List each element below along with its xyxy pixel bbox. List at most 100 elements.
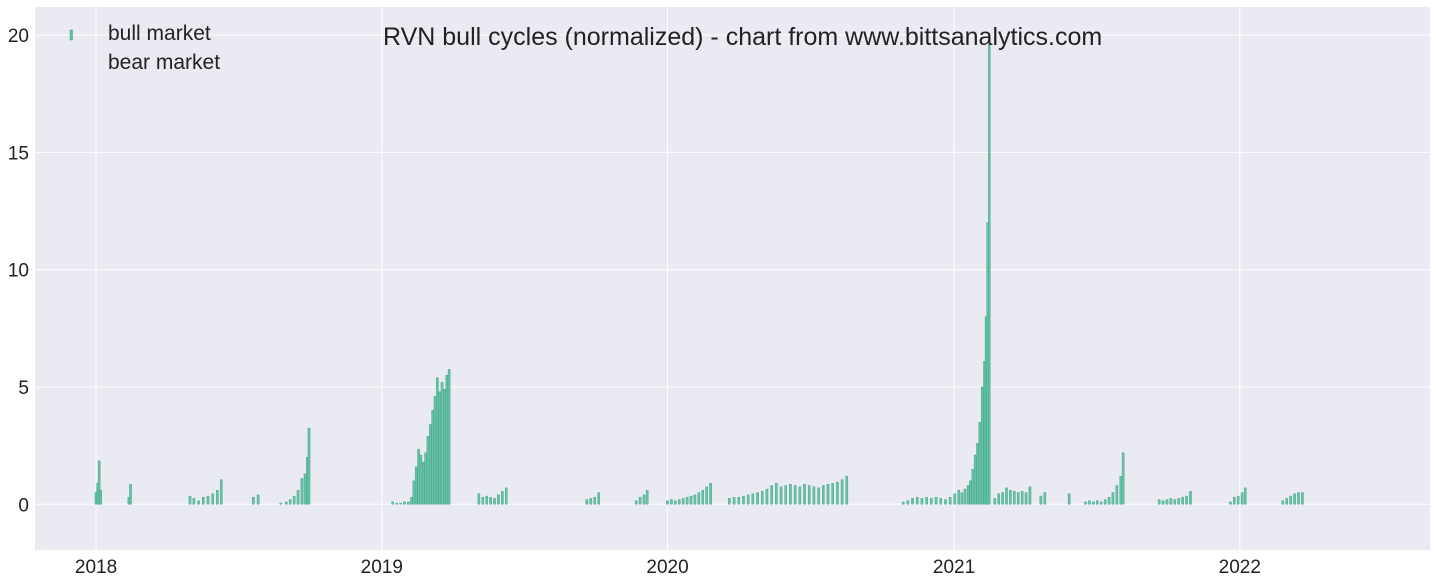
bull-bar-2019-03-04 — [429, 424, 432, 505]
x-tick-label-2021: 2021 — [933, 557, 975, 578]
bull-bar-2020-11-15 — [915, 497, 919, 505]
bull-market-bars — [94, 44, 1304, 505]
y-tick-label-5: 5 — [18, 378, 29, 399]
bull-bar-2019-09-30 — [593, 497, 596, 505]
bull-bar-2019-05-15 — [485, 495, 488, 505]
bull-bar-2019-06-09 — [504, 487, 508, 505]
bull-bar-2022-03-17 — [1297, 492, 1300, 505]
bull-bar-2019-01-30 — [403, 501, 406, 505]
bull-bar-2022-03-12 — [1293, 493, 1296, 505]
bull-bar-2020-05-07 — [765, 488, 769, 505]
bull-bar-2020-05-19 — [775, 482, 778, 505]
bull-bar-2019-12-02 — [642, 494, 646, 505]
bull-bar-2018-09-30 — [307, 427, 311, 505]
bull-bar-2021-02-22 — [993, 498, 997, 505]
bull-bar-2020-01-01 — [666, 500, 669, 505]
bull-bar-2018-08-25 — [279, 502, 283, 505]
bull-bar-2020-04-19 — [751, 493, 755, 505]
bull-bar-2020-06-18 — [798, 486, 802, 505]
bull-bar-2021-07-13 — [1103, 499, 1107, 505]
bull-bar-2021-01-07 — [957, 490, 961, 505]
bull-bar-2021-08-02 — [1119, 475, 1123, 505]
bull-bar-2019-03-28 — [447, 369, 451, 505]
bull-bar-2020-12-09 — [934, 497, 938, 505]
bull-bar-2019-02-20 — [419, 454, 423, 505]
bull-bar-2020-04-07 — [742, 495, 745, 505]
bull-bar-2018-07-27 — [256, 494, 260, 505]
bull-bar-2020-05-01 — [760, 491, 764, 505]
bull-bar-2021-03-29 — [1020, 491, 1024, 505]
bull-bar-2020-08-11 — [840, 479, 844, 505]
bull-bar-2019-06-04 — [501, 491, 504, 505]
bull-bar-2020-12-27 — [948, 497, 952, 505]
bull-bar-2020-01-16 — [677, 499, 681, 505]
bull-bar-2019-01-25 — [399, 502, 402, 505]
bull-bar-2021-09-25 — [1161, 500, 1165, 505]
bull-bar-2020-11-27 — [925, 497, 928, 505]
y-tick-label-10: 10 — [8, 261, 29, 282]
bull-bar-2020-01-21 — [681, 498, 685, 505]
bull-bar-2021-04-27 — [1043, 492, 1047, 505]
y-tick-label-15: 15 — [8, 143, 29, 164]
tick-labels: 0 5 10 15 20 2018 2019 2020 2021 2022 — [8, 26, 1261, 578]
bull-bar-2019-01-15 — [391, 501, 395, 505]
legend-bull-market-swatch — [69, 29, 73, 41]
bull-bar-2018-01-05 — [97, 460, 101, 505]
bull-bar-2020-10-28 — [901, 501, 905, 505]
bull-bar-2021-07-23 — [1111, 492, 1115, 505]
bull-bar-2021-01-22 — [969, 480, 972, 505]
bull-bar-2018-06-10 — [220, 479, 223, 505]
bull-bar-2018-07-21 — [252, 497, 255, 505]
bull-bar-2020-12-15 — [939, 498, 943, 505]
bull-bar-2019-03-19 — [440, 382, 444, 505]
bull-bar-2019-09-20 — [585, 499, 589, 505]
bull-bar-2022-02-25 — [1281, 500, 1285, 505]
bull-bar-2021-12-20 — [1229, 501, 1232, 505]
grid-lines — [35, 7, 1430, 550]
x-tick-label-2018: 2018 — [75, 557, 117, 578]
bull-bar-2020-01-26 — [685, 497, 689, 505]
bull-bar-2019-01-20 — [395, 502, 398, 505]
bull-bar-2018-05-18 — [202, 497, 205, 505]
bull-bar-2020-02-10 — [697, 492, 701, 505]
bull-bar-2021-04-08 — [1028, 486, 1032, 505]
bull-bar-2020-01-11 — [674, 500, 677, 505]
y-tick-label-20: 20 — [8, 26, 29, 47]
bull-bar-2021-10-05 — [1169, 498, 1173, 505]
bull-bar-2020-08-05 — [836, 481, 839, 505]
bull-bar-2018-05-24 — [206, 495, 210, 505]
bull-bar-2018-09-16 — [296, 490, 300, 505]
legend: bull market bear market — [69, 22, 220, 74]
bull-bar-2020-06-12 — [793, 485, 797, 505]
bull-bar-2018-06-05 — [216, 490, 219, 505]
bull-bar-2020-07-06 — [812, 486, 816, 505]
bull-bar-2021-07-08 — [1099, 501, 1103, 505]
bull-bar-2018-05-01 — [188, 495, 192, 505]
bull-bar-2019-02-08 — [410, 497, 413, 505]
bull-bar-2021-03-24 — [1016, 492, 1020, 505]
bull-bar-2021-02-27 — [997, 493, 1000, 505]
bull-bar-2020-11-03 — [906, 500, 910, 505]
bull-bar-2019-11-22 — [634, 500, 638, 505]
bull-bar-2021-10-10 — [1173, 499, 1177, 505]
bull-bar-2018-09-21 — [300, 478, 304, 505]
bull-bar-2021-04-03 — [1024, 492, 1028, 505]
bull-bar-2021-02-03 — [978, 421, 982, 505]
bull-bar-2019-05-30 — [497, 494, 500, 505]
bull-bar-2019-03-16 — [438, 391, 441, 505]
bull-bar-2020-02-15 — [701, 490, 705, 505]
bull-bar-2019-02-26 — [424, 452, 427, 505]
bull-bar-2021-07-28 — [1115, 485, 1119, 505]
bull-bar-2021-06-28 — [1092, 501, 1095, 505]
bull-bar-2021-10-30 — [1189, 491, 1192, 505]
bull-bar-2020-06-06 — [789, 484, 792, 505]
bull-bar-2020-04-25 — [756, 492, 759, 505]
bull-bar-2021-08-05 — [1121, 452, 1125, 505]
bull-bar-2022-01-04 — [1240, 492, 1244, 505]
bull-bar-2018-01-07 — [99, 490, 103, 505]
bull-bar-2019-10-05 — [597, 492, 600, 505]
bull-bar-2021-07-18 — [1107, 497, 1111, 505]
bull-bar-2019-02-23 — [422, 461, 425, 505]
bull-bar-2022-03-07 — [1289, 495, 1292, 505]
bull-bar-2020-06-30 — [807, 485, 811, 505]
